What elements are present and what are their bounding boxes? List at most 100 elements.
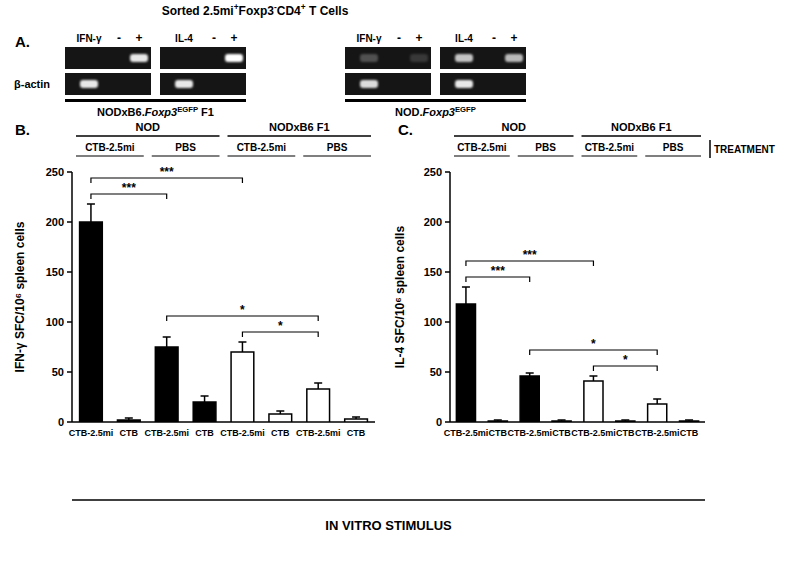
treatment-label: PBS <box>175 142 196 153</box>
x-tick-label: CTB-2.5mi <box>507 428 552 438</box>
group-line <box>228 135 372 137</box>
error-cap <box>462 286 470 288</box>
y-tick-label: 100 <box>46 316 64 328</box>
treatment-label: CTB-2.5mi <box>585 142 635 153</box>
y-tick-label: 250 <box>424 166 442 178</box>
y-axis <box>449 172 451 422</box>
y-tick-label: 200 <box>46 216 64 228</box>
group-label: NOD <box>136 121 161 133</box>
error-bar <box>238 342 246 352</box>
strain-label-part: Foxp3 <box>423 106 455 118</box>
gel-band <box>390 54 408 62</box>
gel-strip <box>160 47 246 69</box>
gel-title-part: T Cells <box>306 4 349 18</box>
treatment-line <box>645 155 701 156</box>
y-axis-label: IL-4 SFC/10⁶ spleen cells <box>393 226 407 369</box>
footer-label: IN VITRO STIMULUS <box>325 518 452 533</box>
gel-band <box>360 80 378 88</box>
bar <box>648 404 667 422</box>
gel-band <box>225 54 243 62</box>
error-cap <box>163 336 171 338</box>
treatment-label: CTB-2.5mi <box>457 142 507 153</box>
y-tick-label: 0 <box>58 416 64 428</box>
bars <box>80 204 368 422</box>
x-tick-label: CTB <box>120 428 139 438</box>
gel-band <box>225 80 243 88</box>
group-line <box>454 135 574 137</box>
error-bar <box>276 411 284 414</box>
treatment-divider <box>709 140 711 158</box>
x-tick-label: CTB-2.5mi <box>296 428 341 438</box>
treatment-label: CTB-2.5mi <box>85 142 135 153</box>
gel-strip <box>65 47 151 69</box>
lane-label: - <box>117 31 121 45</box>
error-bar <box>526 373 534 376</box>
lane-label: IFN-γ <box>77 33 102 44</box>
lane-label: + <box>230 31 237 45</box>
error-cap <box>589 375 597 377</box>
x-tick-label: CTB <box>616 428 635 438</box>
error-stem <box>242 342 244 352</box>
y-tick-label: 100 <box>424 316 442 328</box>
y-tick-label: 0 <box>436 416 442 428</box>
error-cap <box>87 203 95 205</box>
y-axis-label: IFN-γ SFC/10⁶ spleen cells <box>13 221 27 372</box>
x-tick-label: CTB <box>271 428 290 438</box>
x-tick-label: CTB-2.5mi <box>220 428 265 438</box>
lane-label: - <box>492 31 496 45</box>
x-tick-label: CTB-2.5mi <box>144 428 189 438</box>
significance-label: *** <box>160 165 174 179</box>
error-cap <box>621 419 629 421</box>
error-bar <box>125 418 133 420</box>
figure: A.Sorted 2.5mi+Foxp3-CD4+ T Cellsβ-actin… <box>0 0 800 578</box>
gel-band <box>455 54 473 62</box>
error-stem <box>90 204 92 222</box>
gel-band <box>505 80 523 88</box>
treatment-label: CTB-2.5mi <box>237 142 287 153</box>
gel-band <box>80 80 98 88</box>
bar <box>552 421 571 422</box>
footer-line <box>72 499 705 501</box>
gel-band <box>455 80 473 88</box>
error-cap <box>238 341 246 343</box>
gel-title-part: Sorted 2.5mi <box>162 4 234 18</box>
lane-label: IFN-γ <box>357 33 382 44</box>
y-tick-label: 50 <box>52 366 64 378</box>
bar <box>80 222 103 422</box>
bar <box>117 420 140 422</box>
treatment-line <box>303 155 371 156</box>
x-tick-label: CTB <box>489 428 508 438</box>
error-bar <box>462 287 470 304</box>
error-stem <box>465 287 467 304</box>
panel-label: B. <box>15 121 30 138</box>
strain-label-part: EGFP <box>455 105 476 114</box>
bar <box>269 414 292 422</box>
treatment-line <box>76 155 144 156</box>
error-cap <box>276 410 284 412</box>
gel-band <box>205 54 223 62</box>
x-tick-label: CTB <box>195 428 214 438</box>
x-tick-label: CTB <box>552 428 571 438</box>
significance-label: * <box>240 303 245 317</box>
y-tick-label: 150 <box>424 266 442 278</box>
gel-strip <box>440 47 526 69</box>
treatment-line <box>152 155 220 156</box>
error-bar <box>653 399 661 404</box>
error-cap <box>494 419 502 421</box>
gel-band <box>130 54 148 62</box>
gel-title: Sorted 2.5mi+Foxp3-CD4+ T Cells <box>162 2 349 18</box>
y-tick-label: 250 <box>46 166 64 178</box>
group-label: NOD <box>502 121 527 133</box>
gel-title-part: Foxp3 <box>239 4 275 18</box>
treatment-label: PBS <box>535 142 556 153</box>
lane-label: + <box>510 31 517 45</box>
error-cap <box>125 417 133 419</box>
significance-label: *** <box>523 248 537 262</box>
strain-label-part: NOD. <box>395 106 423 118</box>
x-tick-label: CTB-2.5mi <box>444 428 489 438</box>
gel-band <box>360 54 378 62</box>
error-bar <box>685 420 693 421</box>
lane-label: + <box>135 31 142 45</box>
treatment-line <box>518 155 574 156</box>
error-stem <box>204 396 206 402</box>
